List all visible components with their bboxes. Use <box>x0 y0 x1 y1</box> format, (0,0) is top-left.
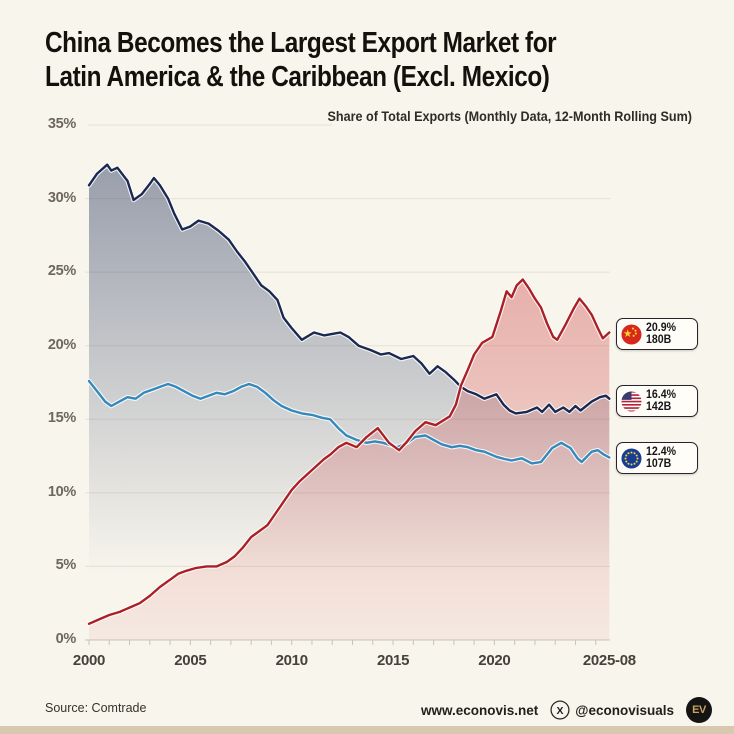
legend-values-china: 20.9% 180B <box>646 322 676 346</box>
chart-subtitle: Share of Total Exports (Monthly Data, 12… <box>327 108 692 124</box>
x-axis-label-2000: 2000 <box>72 652 106 669</box>
eu-stars <box>624 450 639 466</box>
eu-flag-icon <box>621 447 642 469</box>
y-axis-label-25: 25% <box>47 263 76 280</box>
usa-flag-icon <box>621 390 642 412</box>
y-axis-label-0: 0% <box>55 631 77 647</box>
y-axis-label-35: 35% <box>47 116 76 132</box>
legend-badge-china: ★ 20.9% 180B <box>616 318 698 350</box>
x-axis-label-2005: 2005 <box>174 652 207 669</box>
page-title: China Becomes the Largest Export Market … <box>45 26 654 94</box>
footer-links: www.econovis.net X @econovisuals EV <box>421 697 712 723</box>
y-axis-label-5: 5% <box>55 557 77 574</box>
svg-text:X: X <box>557 706 564 717</box>
page-title-line2: Latin America & the Caribbean (Excl. Mex… <box>45 61 550 93</box>
eu-amount: 107B <box>646 458 672 470</box>
legend-values-eu: 12.4% 107B <box>646 446 676 470</box>
china-line <box>87 278 611 625</box>
source-note: Source: Comtrade <box>45 701 147 715</box>
econovisuals-logo: EV <box>686 697 712 723</box>
legend-badge-eu: 12.4% 107B <box>616 442 698 474</box>
eu-line <box>87 379 611 465</box>
x-axis-label-2025-08: 2025-08 <box>582 652 636 669</box>
y-axis-label-15: 15% <box>47 410 76 427</box>
usa-share: 16.4% <box>646 389 677 401</box>
y-axis-label-20: 20% <box>47 336 76 353</box>
usa-amount: 142B <box>646 401 672 413</box>
x-axis-label-2015: 2015 <box>376 652 410 669</box>
usa-line <box>87 163 611 415</box>
svg-text:★: ★ <box>623 328 632 340</box>
legend-values-usa: 16.4% 142B <box>646 389 676 413</box>
x-social-icon[interactable]: X <box>550 700 570 720</box>
page-title-line1: China Becomes the Largest Export Market … <box>45 27 557 59</box>
china-area-fill <box>89 279 610 640</box>
x-axis-label-2010: 2010 <box>275 652 308 669</box>
website-link[interactable]: www.econovis.net <box>421 702 539 718</box>
x-axis-label-2020: 2020 <box>478 652 511 669</box>
china-share: 20.9% <box>646 322 677 334</box>
y-axis-label-10: 10% <box>47 483 76 500</box>
social-handle[interactable]: X @econovisuals <box>550 700 674 720</box>
china-flag-icon: ★ <box>621 323 642 345</box>
y-axis-label-30: 30% <box>47 189 76 206</box>
bottom-accent-strip <box>0 726 734 734</box>
eu-share: 12.4% <box>646 446 677 458</box>
china-amount: 180B <box>646 334 672 346</box>
legend-badge-usa: 16.4% 142B <box>616 385 698 417</box>
social-handle-text: @econovisuals <box>575 702 674 718</box>
